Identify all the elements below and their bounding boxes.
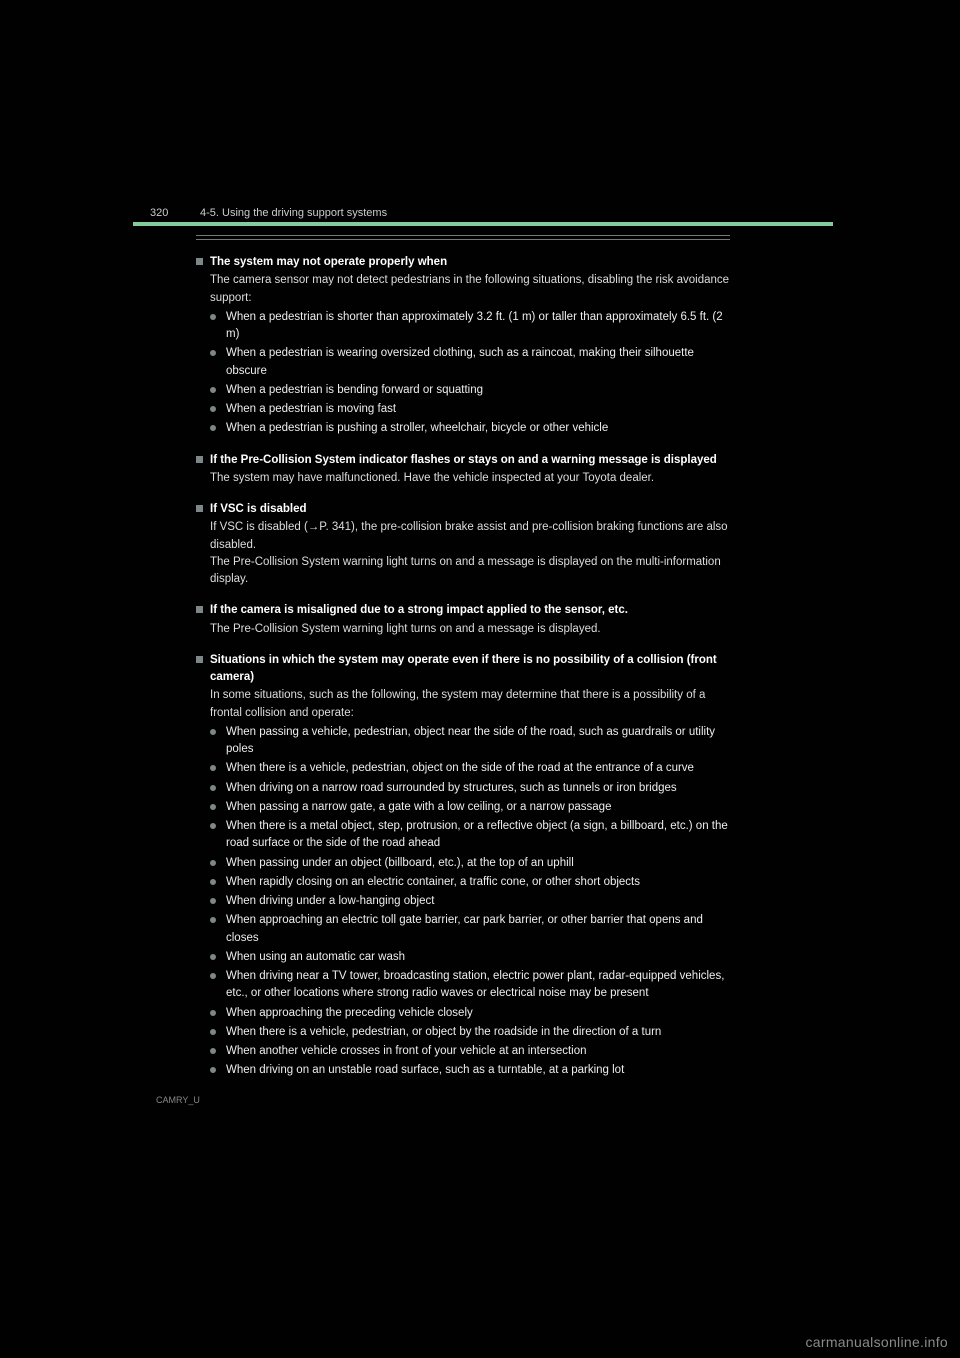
dot-bullet-icon [210,729,216,735]
topic-title: If VSC is disabled [210,501,730,518]
list-item: When using an automatic car wash [210,949,730,966]
dot-bullet-icon [210,973,216,979]
list-item-text: When driving under a low-hanging object [226,895,434,907]
square-bullet-icon [196,258,203,265]
list-item: When a pedestrian is moving fast [210,401,730,418]
dot-bullet-icon [210,1029,216,1035]
list-item: When driving on an unstable road surface… [210,1062,730,1079]
dot-bullet-icon [210,954,216,960]
dot-bullet-icon [210,1010,216,1016]
topic-block: If VSC is disabled If VSC is disabled (→… [196,501,730,588]
square-bullet-icon [196,505,203,512]
list-item: When a pedestrian is wearing oversized c… [210,345,730,380]
list-item-text: When driving near a TV tower, broadcasti… [226,970,724,999]
dot-bullet-icon [210,860,216,866]
square-bullet-icon [196,656,203,663]
page: 320 4-5. Using the driving support syste… [0,0,960,1358]
topic-title: If the Pre-Collision System indicator fl… [210,452,730,469]
list-item: When there is a vehicle, pedestrian, or … [210,1024,730,1041]
list-item: When driving near a TV tower, broadcasti… [210,968,730,1003]
list-item: When driving on a narrow road surrounded… [210,780,730,797]
list-item: When a pedestrian is pushing a stroller,… [210,420,730,437]
square-bullet-icon [196,456,203,463]
content-column: The system may not operate properly when… [196,248,730,1107]
list-item: When there is a metal object, step, prot… [210,818,730,853]
dot-bullet-icon [210,425,216,431]
list-item-text: When there is a vehicle, pedestrian, obj… [226,762,694,774]
list-item: When passing a vehicle, pedestrian, obje… [210,724,730,759]
bullet-list: When passing a vehicle, pedestrian, obje… [210,724,730,1080]
list-item: When passing under an object (billboard,… [210,855,730,872]
list-item-text: When approaching the preceding vehicle c… [226,1007,473,1019]
bullet-list: When a pedestrian is shorter than approx… [210,309,730,438]
topic-block: If the camera is misaligned due to a str… [196,602,730,638]
square-bullet-icon [196,606,203,613]
list-item: When rapidly closing on an electric cont… [210,874,730,891]
list-item: When driving under a low-hanging object [210,893,730,910]
topic-block: Situations in which the system may opera… [196,652,730,722]
topic-block: The system may not operate properly when… [196,254,730,307]
list-item-text: When another vehicle crosses in front of… [226,1045,587,1057]
dot-bullet-icon [210,350,216,356]
page-number: 320 [150,207,168,219]
double-rule [196,235,730,240]
topic-body: In some situations, such as the followin… [210,687,730,722]
dot-bullet-icon [210,917,216,923]
dot-bullet-icon [210,804,216,810]
dot-bullet-icon [210,314,216,320]
list-item-text: When a pedestrian is shorter than approx… [226,311,723,340]
footer-note: CAMRY_U [156,1094,730,1108]
topic-body: The system may have malfunctioned. Have … [210,470,730,487]
topic-body: If VSC is disabled (→P. 341), the pre-co… [210,519,730,588]
dot-bullet-icon [210,1048,216,1054]
dot-bullet-icon [210,387,216,393]
list-item-text: When a pedestrian is moving fast [226,403,396,415]
dot-bullet-icon [210,1067,216,1073]
dot-bullet-icon [210,765,216,771]
topic-title: Situations in which the system may opera… [210,652,730,687]
list-item: When another vehicle crosses in front of… [210,1043,730,1060]
list-item-text: When a pedestrian is pushing a stroller,… [226,422,608,434]
dot-bullet-icon [210,785,216,791]
list-item-text: When a pedestrian is wearing oversized c… [226,347,694,376]
dot-bullet-icon [210,879,216,885]
list-item-text: When a pedestrian is bending forward or … [226,384,483,396]
list-item-text: When using an automatic car wash [226,951,405,963]
topic-body: The camera sensor may not detect pedestr… [210,272,730,307]
list-item: When a pedestrian is bending forward or … [210,382,730,399]
list-item: When passing a narrow gate, a gate with … [210,799,730,816]
list-item-text: When driving on an unstable road surface… [226,1064,624,1076]
section-header: 4-5. Using the driving support systems [200,207,387,219]
list-item: When there is a vehicle, pedestrian, obj… [210,760,730,777]
list-item: When approaching the preceding vehicle c… [210,1005,730,1022]
list-item-text: When there is a metal object, step, prot… [226,820,728,849]
topic-block: If the Pre-Collision System indicator fl… [196,452,730,488]
list-item-text: When approaching an electric toll gate b… [226,914,703,943]
watermark: carmanualsonline.info [806,1334,949,1350]
list-item-text: When there is a vehicle, pedestrian, or … [226,1026,661,1038]
dot-bullet-icon [210,898,216,904]
list-item-text: When passing under an object (billboard,… [226,857,574,869]
list-item-text: When passing a vehicle, pedestrian, obje… [226,726,715,755]
dot-bullet-icon [210,406,216,412]
accent-bar [133,222,833,226]
list-item: When approaching an electric toll gate b… [210,912,730,947]
list-item-text: When driving on a narrow road surrounded… [226,782,677,794]
list-item-text: When passing a narrow gate, a gate with … [226,801,611,813]
topic-body: The Pre-Collision System warning light t… [210,621,730,638]
list-item-text: When rapidly closing on an electric cont… [226,876,640,888]
list-item: When a pedestrian is shorter than approx… [210,309,730,344]
dot-bullet-icon [210,823,216,829]
topic-title: The system may not operate properly when [210,254,730,271]
topic-title: If the camera is misaligned due to a str… [210,602,730,619]
